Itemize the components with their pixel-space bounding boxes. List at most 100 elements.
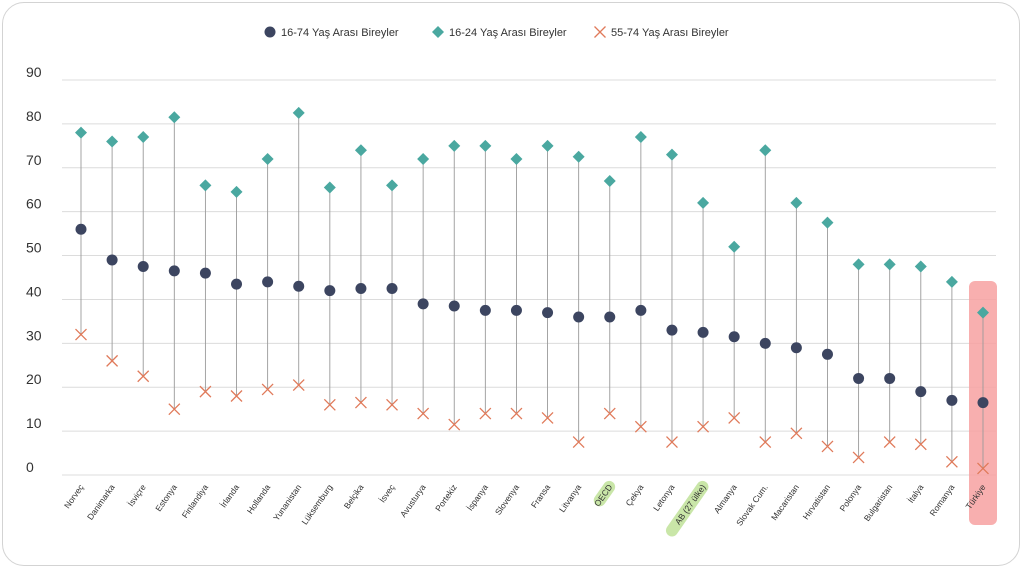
point-circle-15 bbox=[542, 307, 554, 319]
point-x-23 bbox=[790, 427, 803, 440]
point-x-24 bbox=[821, 440, 834, 453]
x-label-group-17: OECD bbox=[592, 480, 616, 508]
y-tick-label-90: 90 bbox=[26, 64, 42, 80]
y-tick-label-80: 80 bbox=[26, 108, 42, 124]
point-circle-12 bbox=[448, 300, 460, 312]
point-x-6 bbox=[261, 383, 274, 396]
x-label-group-2: İsviçre bbox=[126, 482, 148, 508]
y-tick-label-70: 70 bbox=[26, 152, 42, 168]
x-label-group-22: Slovak Cum. bbox=[734, 482, 770, 527]
point-diamond-11 bbox=[417, 153, 430, 165]
point-diamond-16 bbox=[572, 150, 585, 163]
x-label-7: Yunanistan bbox=[271, 482, 303, 522]
point-circle-0 bbox=[75, 223, 87, 235]
x-label-group-25: Polonya bbox=[837, 482, 863, 513]
y-tick-label-60: 60 bbox=[26, 196, 42, 212]
point-x-27 bbox=[914, 438, 927, 451]
point-x-16 bbox=[572, 436, 585, 449]
point-x-7 bbox=[292, 379, 305, 391]
x-label-6: Hollanda bbox=[245, 482, 273, 515]
point-x-10 bbox=[386, 398, 398, 411]
x-label-3: Estonya bbox=[153, 482, 179, 513]
point-circle-6 bbox=[262, 276, 274, 288]
point-diamond-21 bbox=[728, 240, 741, 253]
x-label-22: Slovak Cum. bbox=[734, 482, 770, 527]
x-label-group-3: Estonya bbox=[153, 482, 179, 513]
point-x-2 bbox=[137, 370, 150, 383]
point-circle-8 bbox=[324, 285, 336, 297]
point-diamond-28 bbox=[945, 275, 958, 288]
point-x-12 bbox=[448, 418, 461, 431]
point-diamond-14 bbox=[510, 153, 523, 165]
x-label-group-11: Avusturya bbox=[398, 482, 428, 519]
y-tick-label-50: 50 bbox=[26, 240, 42, 256]
x-label-24: Hırvatistan bbox=[801, 482, 833, 521]
point-x-3 bbox=[168, 403, 181, 416]
point-circle-16 bbox=[573, 311, 585, 323]
x-label-5: İrlanda bbox=[218, 482, 241, 509]
point-x-19 bbox=[666, 436, 678, 449]
x-label-group-18: Çekya bbox=[623, 482, 645, 508]
point-circle-9 bbox=[355, 282, 367, 294]
point-x-18 bbox=[634, 420, 647, 433]
legend: 16-74 Yaş Arası Bireyler 16-24 Yaş Arası … bbox=[264, 26, 729, 39]
x-label-9: Belçika bbox=[342, 482, 366, 510]
x-label-12: Portekiz bbox=[433, 482, 459, 513]
point-circle-5 bbox=[231, 278, 243, 290]
x-label-2: İsviçre bbox=[126, 482, 148, 508]
point-diamond-5 bbox=[230, 185, 243, 198]
x-label-group-7: Yunanistan bbox=[271, 482, 303, 522]
point-diamond-25 bbox=[852, 258, 865, 271]
point-circle-14 bbox=[510, 304, 522, 316]
point-diamond-10 bbox=[386, 179, 399, 192]
point-x-20 bbox=[697, 420, 710, 433]
point-diamond-12 bbox=[448, 139, 461, 152]
x-label-group-13: İspanya bbox=[465, 482, 490, 512]
point-x-22 bbox=[759, 436, 772, 449]
legend-marker-0 bbox=[264, 26, 276, 38]
point-circle-7 bbox=[293, 280, 305, 292]
x-label-0: Norveç bbox=[62, 482, 86, 510]
y-tick-label-0: 0 bbox=[26, 459, 34, 475]
x-label-group-24: Hırvatistan bbox=[801, 482, 833, 521]
x-label-23: Macaristan bbox=[769, 482, 801, 522]
point-circle-27 bbox=[915, 386, 927, 398]
point-circle-20 bbox=[697, 326, 709, 338]
x-label-group-12: Portekiz bbox=[433, 482, 459, 513]
x-label-4: Finlandiya bbox=[180, 482, 211, 520]
point-x-4 bbox=[199, 385, 212, 398]
point-diamond-26 bbox=[883, 258, 896, 271]
point-x-17 bbox=[603, 407, 616, 420]
point-x-14 bbox=[510, 407, 523, 420]
point-x-28 bbox=[945, 455, 958, 468]
x-label-27: İtalya bbox=[906, 482, 926, 505]
point-circle-4 bbox=[199, 267, 211, 279]
point-x-5 bbox=[230, 390, 243, 402]
point-x-25 bbox=[852, 451, 865, 464]
x-axis-labels: Norveç Danimarka İsviçre Estonya Finlandiya İ… bbox=[62, 480, 988, 537]
point-diamond-24 bbox=[821, 216, 834, 229]
point-diamond-20 bbox=[697, 196, 710, 209]
point-circle-11 bbox=[417, 298, 429, 310]
x-label-14: Slovenya bbox=[493, 482, 521, 517]
x-label-26: Bulgaristan bbox=[862, 482, 895, 523]
point-diamond-1 bbox=[106, 135, 119, 148]
legend-label-1: 16-24 Yaş Arası Bireyler bbox=[449, 27, 567, 39]
y-tick-label-20: 20 bbox=[26, 371, 42, 387]
point-x-13 bbox=[479, 407, 492, 420]
x-label-1: Danimarka bbox=[85, 482, 117, 522]
x-label-20: AB (27 ülke) bbox=[673, 482, 708, 526]
point-circle-2 bbox=[137, 261, 149, 273]
point-diamond-0 bbox=[75, 126, 87, 139]
point-circle-10 bbox=[386, 282, 398, 294]
point-x-11 bbox=[417, 407, 430, 420]
x-label-highlight-17 bbox=[593, 480, 616, 507]
x-label-15: Fransa bbox=[529, 482, 553, 510]
point-diamond-23 bbox=[790, 196, 803, 209]
point-x-8 bbox=[323, 398, 336, 411]
x-label-group-27: İtalya bbox=[906, 482, 926, 505]
x-label-group-26: Bulgaristan bbox=[862, 482, 895, 523]
point-diamond-7 bbox=[292, 106, 305, 119]
x-label-group-9: Belçika bbox=[342, 482, 366, 510]
